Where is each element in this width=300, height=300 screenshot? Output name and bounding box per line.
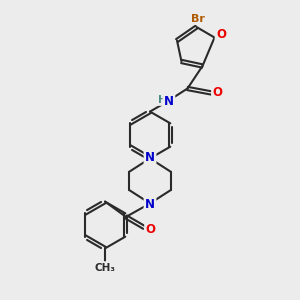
Text: O: O (212, 86, 223, 100)
Text: Br: Br (191, 14, 205, 24)
Text: H: H (158, 94, 166, 105)
Text: N: N (145, 197, 155, 211)
Text: O: O (146, 223, 156, 236)
Text: N: N (145, 151, 155, 164)
Text: N: N (164, 94, 174, 108)
Text: O: O (216, 28, 226, 41)
Text: CH₃: CH₃ (94, 262, 116, 273)
